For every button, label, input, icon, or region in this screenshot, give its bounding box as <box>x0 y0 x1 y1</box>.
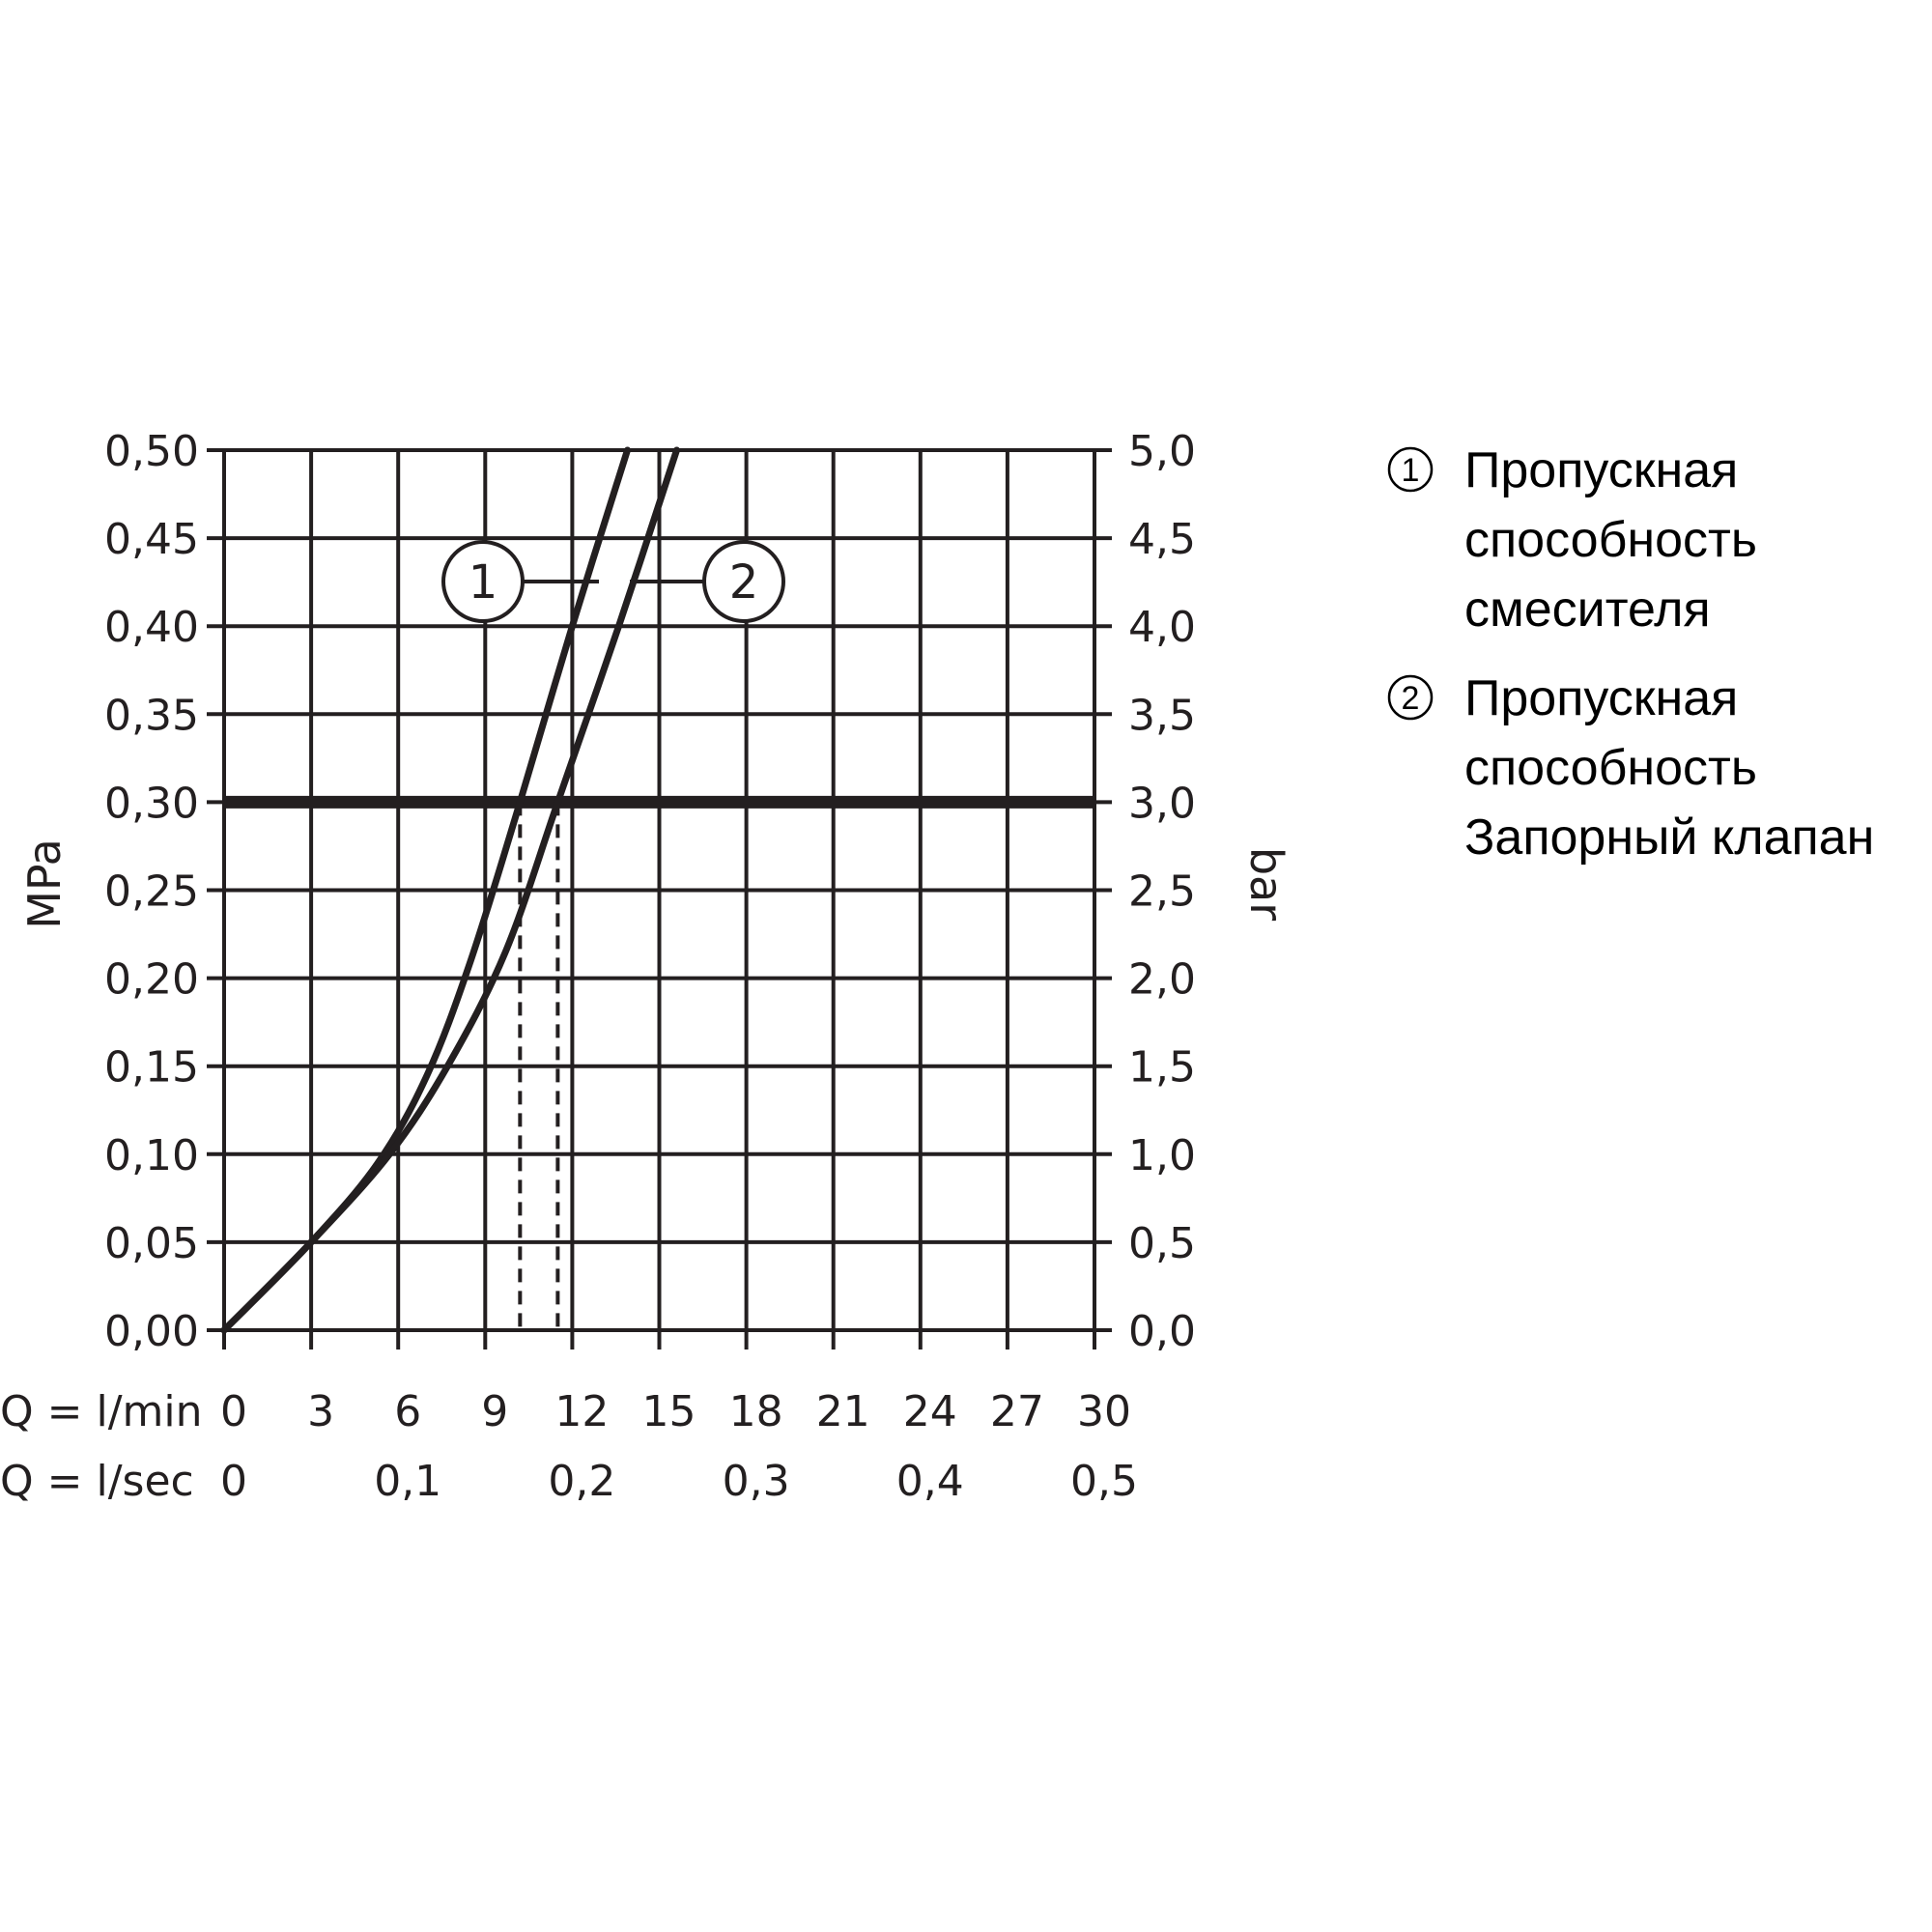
series-2-line <box>220 446 680 1334</box>
y-left-axis-label: MPa <box>18 838 71 929</box>
y-right-tick-label: 2,5 <box>1128 867 1196 917</box>
x-axis-2-tick-label: 0 <box>220 1457 247 1506</box>
legend-marker-label: 1 <box>1402 452 1420 489</box>
y-left-tick-label: 0,15 <box>104 1043 199 1093</box>
legend-item-2: 2 Пропускная способность Запорный клапан <box>1387 670 1874 866</box>
legend-line: Пропускная <box>1464 670 1738 726</box>
x-axis-1-tick-label: 27 <box>990 1387 1044 1436</box>
x-axis-1-tick-label: 9 <box>481 1387 508 1436</box>
x-axis-2-tick-label: 0,1 <box>374 1457 441 1506</box>
x-axis-2-tick-label: 0,2 <box>548 1457 615 1506</box>
x-axis-1-tick-label: 21 <box>816 1387 870 1436</box>
series-2-marker: 2 <box>630 540 785 623</box>
legend-item-1: 1 Пропускная способность смесителя <box>1387 442 1757 638</box>
legend-marker-circle <box>1387 674 1434 721</box>
y-right-tick-label: 4,5 <box>1128 515 1196 564</box>
y-right-tick-label: 1,5 <box>1128 1043 1196 1093</box>
x-axis-1-tick-label: 12 <box>554 1387 609 1436</box>
marker-label: 2 <box>729 555 759 610</box>
x-axis-1-tick-label: 6 <box>394 1387 421 1436</box>
legend-line: Пропускная <box>1464 442 1738 498</box>
x-axis-1-tick-label: 30 <box>1077 1387 1131 1436</box>
x-axis-2-label: Q = l/sec <box>0 1457 194 1506</box>
y-left-tick-label: 0,00 <box>104 1307 199 1356</box>
x-axis-2-tick-label: 0,4 <box>896 1457 964 1506</box>
y-right-axis-label: bar <box>1240 847 1293 921</box>
y-left-tick-label: 0,40 <box>104 603 199 652</box>
legend-line: Запорный клапан <box>1464 810 1874 866</box>
y-left-tick-label: 0,05 <box>104 1219 199 1268</box>
y-right-tick-label: 3,0 <box>1128 779 1196 828</box>
series <box>220 446 680 1334</box>
y-right-tick-label: 4,0 <box>1128 603 1196 652</box>
x-axis-2-tick-label: 0,5 <box>1070 1457 1138 1506</box>
y-left-tick-label: 0,50 <box>104 427 199 476</box>
legend-line: смесителя <box>1464 582 1711 638</box>
x-axis-1-tick-label: 0 <box>220 1387 247 1436</box>
legend-marker-circle <box>1387 446 1434 493</box>
y-right-tick-label: 3,5 <box>1128 691 1196 740</box>
x-axis-1-tick-label: 24 <box>903 1387 957 1436</box>
legend-marker-label: 2 <box>1402 680 1420 717</box>
legend: 1 Пропускная способность смесителя 2 Про… <box>1387 442 1874 866</box>
x-axis-1-tick-label: 15 <box>642 1387 696 1436</box>
y-right-tick-label: 5,0 <box>1128 427 1196 476</box>
y-left-tick-label: 0,30 <box>104 779 199 828</box>
y-left-tick-label: 0,10 <box>104 1131 199 1180</box>
y-right-tick-label: 1,0 <box>1128 1131 1196 1180</box>
y-left-tick-label: 0,45 <box>104 515 199 564</box>
x-axis-2-tick-label: 0,3 <box>723 1457 790 1506</box>
marker-circle <box>441 540 525 623</box>
x-axis-1-label: Q = l/min <box>0 1387 203 1436</box>
y-right-tick-label: 0,5 <box>1128 1219 1196 1268</box>
x-axis-1-tick-label: 18 <box>729 1387 783 1436</box>
marker-circle <box>702 540 785 623</box>
tick-labels: 0,00 0,00,05 0,50,10 1,00,15 1,50,20 2,00,25 2… <box>104 427 1196 1506</box>
y-right-tick-label: 2,0 <box>1128 955 1196 1005</box>
grid <box>207 448 1112 1350</box>
x-axis-1-tick-label: 3 <box>307 1387 334 1436</box>
y-right-tick-label: 0,0 <box>1128 1307 1196 1356</box>
legend-line: способность <box>1464 512 1757 568</box>
y-left-tick-label: 0,20 <box>104 955 199 1005</box>
y-left-tick-label: 0,35 <box>104 691 199 740</box>
legend-line: способность <box>1464 740 1757 796</box>
marker-label: 1 <box>469 555 498 610</box>
series-1-marker: 1 <box>441 540 599 623</box>
y-left-tick-label: 0,25 <box>104 867 199 917</box>
